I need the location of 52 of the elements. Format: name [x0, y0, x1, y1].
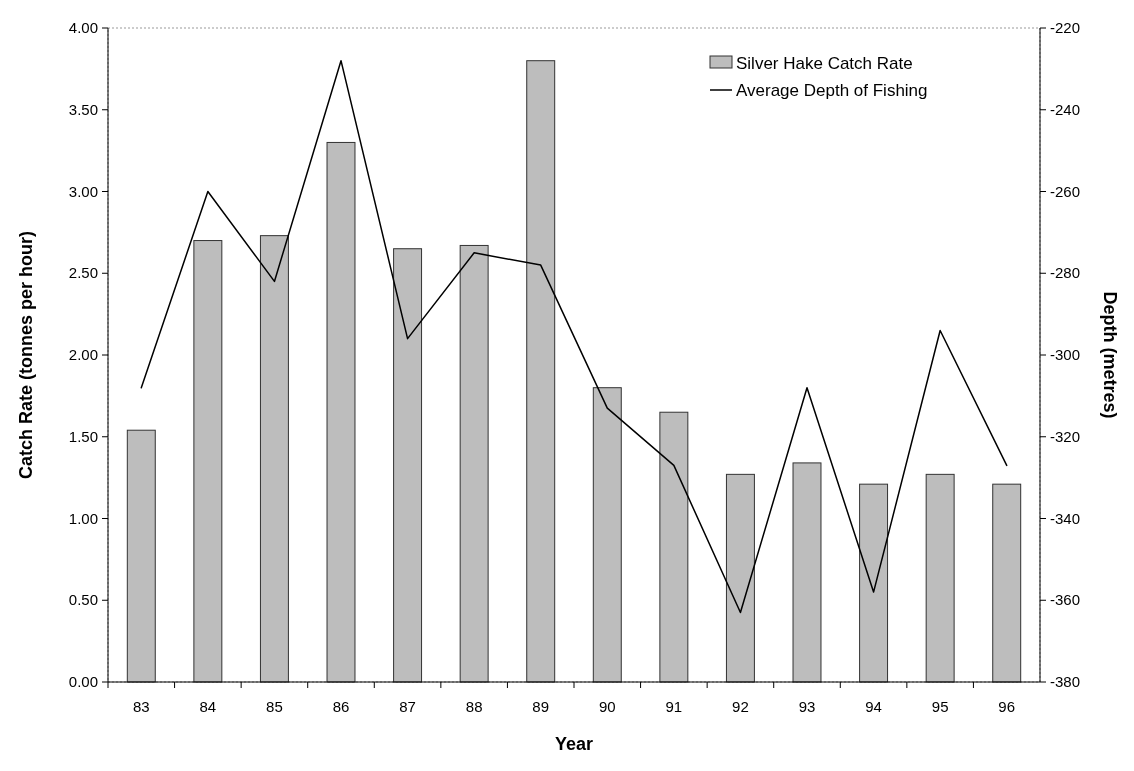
x-tick-label: 94 [865, 698, 882, 715]
bar [592, 387, 622, 683]
bar [659, 411, 689, 683]
y-tick-label: 2.50 [68, 264, 98, 282]
x-tick-label: 93 [798, 698, 816, 715]
y2-tick-label: -380 [1050, 673, 1081, 690]
y-tick-label: 2.00 [68, 346, 98, 363]
bar [992, 483, 1022, 683]
y2-tick-label: -240 [1050, 100, 1081, 118]
y-tick-label: 1.00 [68, 509, 98, 527]
bar [326, 141, 356, 683]
legend-label: Silver Hake Catch Rate [736, 54, 913, 73]
bar [259, 235, 289, 683]
y2-tick-label: -260 [1050, 182, 1081, 200]
x-tick-label: 89 [532, 698, 550, 715]
y-tick-label: 3.00 [68, 182, 98, 200]
bar [925, 473, 955, 683]
bar [526, 60, 556, 683]
x-tick-label: 86 [332, 698, 350, 715]
y-tick-label: 0.50 [68, 591, 98, 609]
y2-tick-label: -300 [1050, 346, 1081, 363]
x-tick-label: 95 [931, 698, 949, 715]
bar [792, 462, 822, 683]
x-tick-label: 91 [665, 698, 683, 715]
bar [859, 483, 889, 683]
y2-tick-label: -220 [1050, 19, 1081, 36]
y2-tick-label: -360 [1050, 591, 1081, 609]
y2-tick-label: -340 [1050, 509, 1081, 527]
x-tick-label: 96 [998, 698, 1016, 715]
x-tick-label: 85 [266, 698, 283, 715]
x-tick-label: 83 [132, 698, 150, 715]
x-tick-label: 88 [465, 698, 483, 715]
bar [459, 244, 489, 683]
bar [393, 248, 423, 683]
legend-label: Average Depth of Fishing [736, 81, 928, 100]
y-axis-title: Catch Rate (tonnes per hour) [16, 230, 36, 480]
bar [126, 429, 156, 683]
line-series [140, 59, 1008, 614]
y2-tick-label: -280 [1050, 264, 1081, 282]
bar [725, 473, 755, 683]
bar [193, 240, 223, 683]
y-tick-label: 1.50 [68, 427, 98, 445]
y2-axis-title: Depth (metres) [1100, 291, 1120, 419]
x-axis-title: Year [554, 734, 594, 754]
x-tick-label: 90 [598, 698, 616, 715]
x-tick-label: 87 [399, 698, 416, 715]
x-tick-label: 92 [732, 698, 749, 715]
y-tick-label: 4.00 [68, 19, 98, 36]
x-tick-label: 84 [199, 698, 217, 715]
y2-tick-label: -320 [1050, 427, 1081, 445]
y-tick-label: 3.50 [68, 100, 98, 118]
y-tick-label: 0.00 [68, 673, 98, 690]
